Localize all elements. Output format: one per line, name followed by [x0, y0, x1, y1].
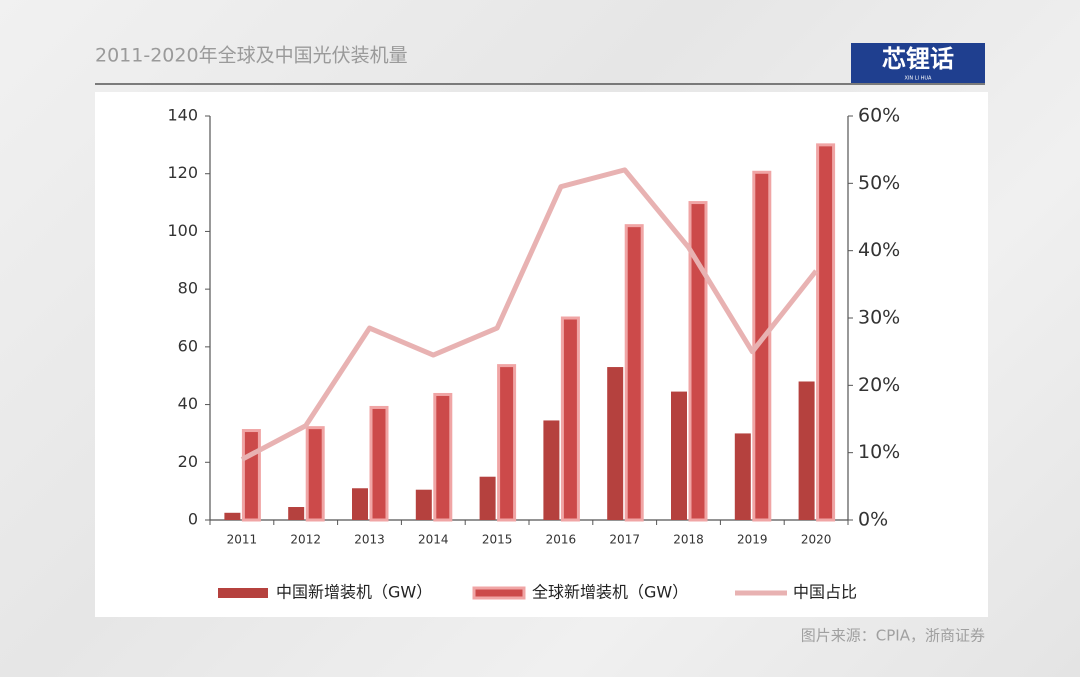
bar [734, 433, 751, 520]
y2-tick-label: 60% [858, 105, 900, 127]
y-tick-label: 60 [178, 336, 198, 355]
y2-tick-label: 50% [858, 172, 900, 194]
x-tick-label: 2020 [801, 533, 832, 547]
bar [543, 420, 560, 520]
bar [624, 224, 644, 522]
bar [607, 367, 624, 520]
legend-swatch [218, 588, 268, 598]
bar [560, 316, 580, 522]
bar [415, 489, 432, 520]
logo-text: 芯锂话 [882, 45, 954, 73]
plot-background [95, 92, 988, 617]
legend-swatch [472, 586, 526, 600]
y2-tick-label: 20% [858, 374, 900, 396]
x-tick-label: 2017 [609, 533, 640, 547]
y2-tick-label: 40% [858, 239, 900, 261]
bar [369, 405, 389, 522]
bar [798, 381, 815, 520]
y2-tick-label: 0% [858, 509, 888, 531]
x-tick-label: 2016 [546, 533, 577, 547]
x-tick-label: 2012 [290, 533, 321, 547]
x-tick-label: 2019 [737, 533, 768, 547]
y-tick-label: 40 [178, 394, 198, 413]
chart-title: 2011-2020年全球及中国光伏装机量 [95, 45, 408, 67]
legend-label: 中国新增装机（GW） [276, 583, 432, 602]
bar [688, 201, 708, 522]
x-tick-label: 2014 [418, 533, 449, 547]
bar [305, 426, 325, 522]
bar [497, 364, 517, 522]
x-tick-label: 2015 [482, 533, 513, 547]
logo-box [851, 43, 985, 83]
bar [671, 391, 687, 520]
bar [224, 512, 241, 520]
y2-tick-label: 30% [858, 307, 900, 329]
source-note: 图片来源：CPIA，浙商证券 [801, 627, 985, 645]
bar [433, 392, 453, 522]
y2-tick-label: 10% [858, 441, 900, 463]
y-tick-label: 0 [188, 510, 198, 529]
bar [352, 488, 368, 520]
y-tick-label: 140 [167, 106, 198, 125]
y-tick-label: 80 [178, 279, 198, 298]
bar [288, 507, 305, 520]
y-tick-label: 20 [178, 452, 198, 471]
x-tick-label: 2018 [673, 533, 704, 547]
bar [479, 476, 496, 520]
bar [816, 143, 836, 522]
y-tick-label: 120 [167, 163, 198, 182]
bar [241, 429, 261, 522]
x-tick-label: 2011 [227, 533, 258, 547]
legend-label: 全球新增装机（GW） [532, 583, 688, 602]
legend-label: 中国占比 [793, 583, 857, 602]
x-tick-label: 2013 [354, 533, 385, 547]
logo-subtitle: XIN LI HUA [905, 76, 932, 82]
y-tick-label: 100 [167, 221, 198, 240]
line-series [240, 167, 819, 462]
